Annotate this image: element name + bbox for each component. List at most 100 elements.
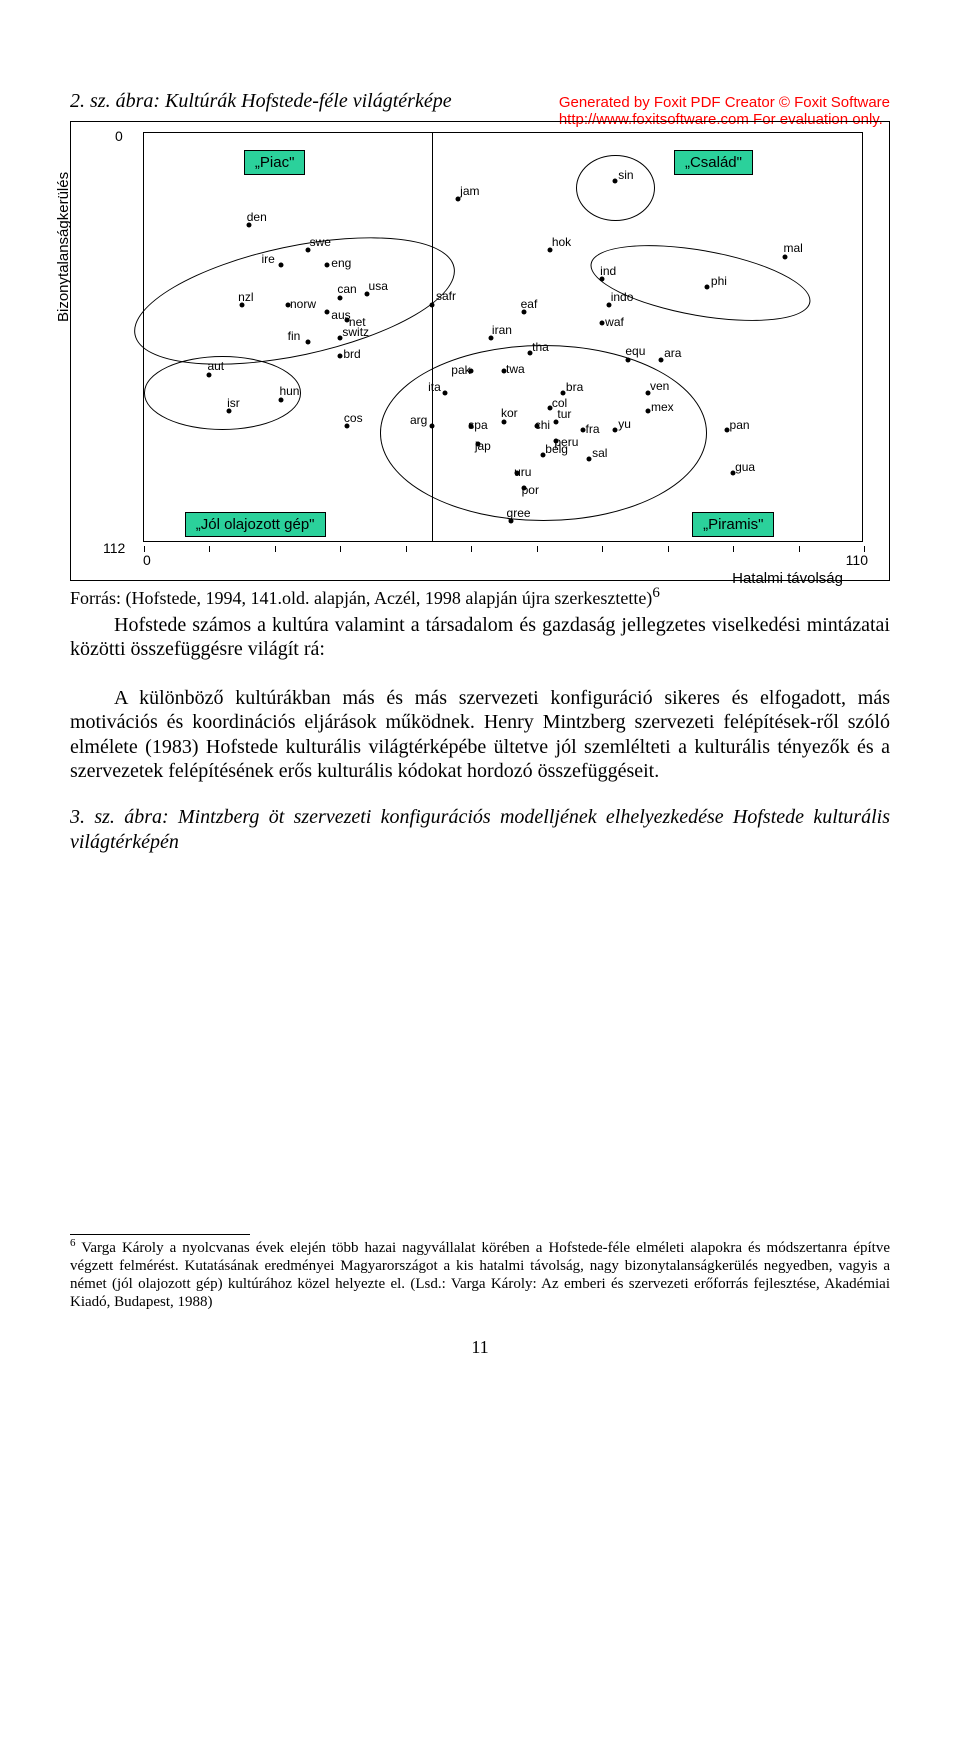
country-point [783, 255, 788, 260]
country-label: waf [605, 315, 624, 329]
country-label: den [247, 210, 267, 224]
quadrant-box: „Piac" [244, 150, 306, 175]
country-point [325, 310, 330, 315]
country-point [587, 456, 592, 461]
country-label: pan [730, 418, 750, 432]
hofstede-chart: Bizonytalanságkerülés 0 112 „Piac"„Csalá… [70, 121, 890, 581]
footnote-number: 6 [70, 1237, 76, 1249]
country-label: ara [664, 346, 681, 360]
country-point [430, 303, 435, 308]
x-tick-mark [406, 546, 407, 552]
country-label: por [522, 483, 539, 497]
x-axis-label: Hatalmi távolság [732, 570, 843, 587]
country-point [613, 427, 618, 432]
quadrant-box: „Család" [674, 150, 753, 175]
country-label: indo [611, 290, 634, 304]
x-tick-mark [340, 546, 341, 552]
country-label: brd [343, 347, 360, 361]
country-point [724, 427, 729, 432]
country-label: sin [618, 168, 633, 182]
country-point [443, 390, 448, 395]
paragraph-1: Hofstede számos a kultúra valamint a tár… [70, 613, 890, 662]
country-label: tha [532, 340, 549, 354]
country-label: yu [618, 417, 631, 431]
page: Generated by Foxit PDF Creator © Foxit S… [0, 90, 960, 1756]
country-label: safr [436, 289, 456, 303]
country-label: mex [651, 400, 674, 414]
country-label: belg [545, 442, 568, 456]
footnote-rule [70, 1234, 250, 1235]
country-label: hok [552, 235, 571, 249]
country-point [659, 357, 664, 362]
country-label: kor [501, 406, 518, 420]
country-label: fin [288, 329, 301, 343]
country-label: usa [369, 279, 388, 293]
footnote-text: Varga Károly a nyolcvanas évek elején tö… [70, 1240, 890, 1310]
x-tick-mark [537, 546, 538, 552]
country-label: iran [492, 323, 512, 337]
x-tick-mark [275, 546, 276, 552]
country-label: fra [586, 422, 600, 436]
paragraph-2: A különböző kultúrákban más és más szerv… [70, 686, 890, 784]
x-tick-mark [209, 546, 210, 552]
y-tick-112: 112 [103, 540, 125, 556]
x-tick-0: 0 [143, 552, 151, 568]
country-point [613, 178, 618, 183]
country-label: gree [507, 506, 531, 520]
country-label: spa [468, 418, 487, 432]
country-label: can [337, 282, 356, 296]
country-label: ven [650, 379, 669, 393]
source-text: Forrás: (Hofstede, 1994, 141.old. alapjá… [70, 588, 652, 608]
country-label: equ [625, 344, 645, 358]
x-tick-mark [799, 546, 800, 552]
page-number: 11 [70, 1337, 890, 1358]
country-point [207, 372, 212, 377]
figure-source: Forrás: (Hofstede, 1994, 141.old. alapjá… [70, 585, 890, 609]
footnote-6: 6 Varga Károly a nyolcvanas évek elején … [70, 1237, 890, 1311]
country-label: switz [342, 325, 369, 339]
pdf-watermark-line1: Generated by Foxit PDF Creator © Foxit S… [559, 94, 890, 111]
country-point [305, 339, 310, 344]
country-label: jam [460, 184, 479, 198]
x-tick-110: 110 [846, 552, 868, 568]
quadrant-box: „Jól olajozott gép" [185, 512, 326, 537]
country-point [704, 284, 709, 289]
x-tick-mark [733, 546, 734, 552]
cluster-ellipse [380, 345, 707, 521]
country-label: eaf [521, 297, 538, 311]
country-label: ind [600, 264, 616, 278]
cluster-ellipse [576, 155, 655, 221]
country-label: arg [410, 413, 427, 427]
x-tick-row [144, 540, 862, 552]
plot-area: „Piac"„Család"„Jól olajozott gép"„Pirami… [143, 132, 863, 542]
country-point [338, 354, 343, 359]
country-label: gua [735, 460, 755, 474]
country-label: norw [290, 297, 316, 311]
country-label: ita [428, 380, 441, 394]
country-point [646, 409, 651, 414]
country-label: isr [227, 396, 240, 410]
country-label: mal [783, 241, 802, 255]
country-point [580, 427, 585, 432]
x-tick-mark [602, 546, 603, 552]
country-point [626, 357, 631, 362]
country-label: jap [475, 439, 491, 453]
country-label: swe [310, 235, 331, 249]
country-point [338, 295, 343, 300]
country-label: cos [344, 411, 363, 425]
country-label: twa [506, 362, 525, 376]
country-label: bra [566, 380, 583, 394]
country-label: tur [557, 407, 571, 421]
country-point [600, 321, 605, 326]
country-label: eng [331, 256, 351, 270]
country-label: chi [535, 418, 550, 432]
country-point [279, 262, 284, 267]
country-label: nzl [238, 290, 253, 304]
country-label: sal [592, 446, 607, 460]
country-label: hun [279, 384, 299, 398]
y-tick-0: 0 [115, 128, 123, 144]
source-footnote-ref: 6 [652, 585, 660, 601]
y-axis-label: Bizonytalanságkerülés [55, 172, 72, 322]
country-label: uru [514, 465, 531, 479]
x-tick-mark [471, 546, 472, 552]
